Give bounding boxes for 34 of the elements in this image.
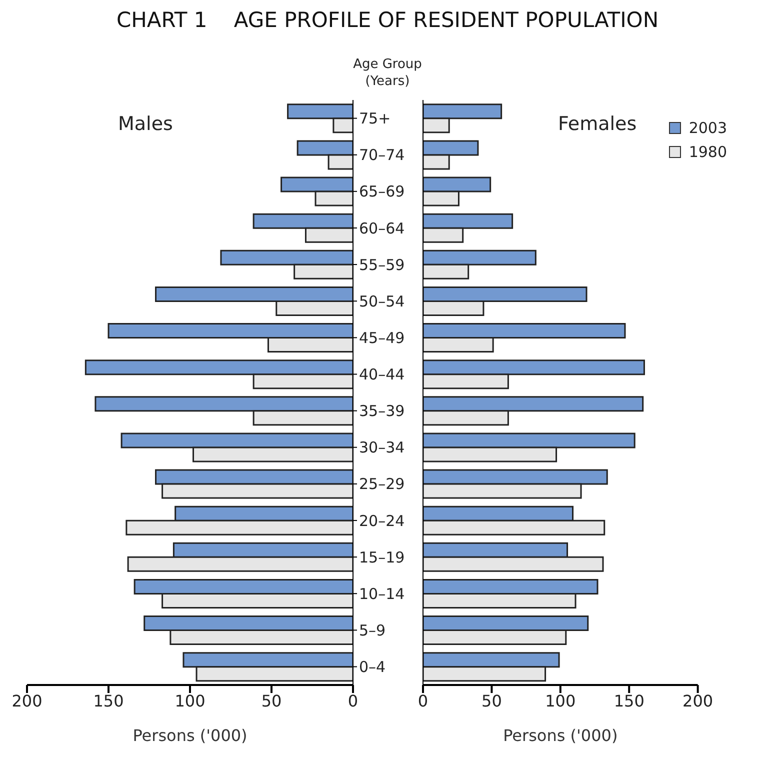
y-tick-label: 65–69 [359, 182, 405, 201]
y-tick-label: 30–34 [359, 438, 405, 457]
legend-label: 2003 [688, 118, 727, 139]
x-tick-label: 150 [93, 691, 124, 710]
x-tick-label: 50 [261, 691, 282, 710]
y-tick-label: 50–54 [359, 292, 405, 310]
chart-title: CHART 1 AGE PROFILE OF RESIDENT POPULATION [115, 8, 660, 32]
y-tick-label: 55–59 [359, 256, 405, 274]
y-tick-label: 40–44 [359, 366, 405, 384]
y-tick-label: 0–4 [359, 658, 386, 676]
y-tick-label: 45–49 [359, 328, 405, 347]
y-tick-label: 15–19 [359, 548, 405, 566]
y-tick-label: 35–39 [359, 402, 405, 420]
y-tick-label: 60–64 [359, 219, 405, 238]
x-tick-label: 50 [482, 691, 502, 710]
legend-label: 1980 [688, 142, 727, 163]
x-tick-label: 100 [174, 691, 206, 710]
x-tick-label: 100 [545, 691, 576, 710]
x-axis-title: Persons ('000) [132, 726, 248, 745]
x-axis-title: Persons ('000) [503, 726, 618, 745]
x-tick-label: 0 [348, 691, 358, 710]
y-tick-label: 70–74 [359, 146, 405, 164]
y-tick-label: 10–14 [359, 584, 405, 603]
x-tick-label: 200 [12, 691, 42, 710]
x-tick-label: 200 [682, 691, 714, 710]
y-tick-label: 5–9 [359, 621, 386, 640]
x-tick-label: 150 [614, 691, 644, 710]
annotation: Males [118, 113, 173, 135]
y-tick-label: 25–29 [359, 475, 405, 494]
annotation: Females [558, 113, 637, 135]
y-tick-label: 20–24 [359, 512, 405, 530]
y-axis-title: Age Group (Years) [352, 56, 423, 90]
y-tick-label: 75+ [359, 110, 391, 128]
x-tick-label: 0 [418, 691, 428, 710]
